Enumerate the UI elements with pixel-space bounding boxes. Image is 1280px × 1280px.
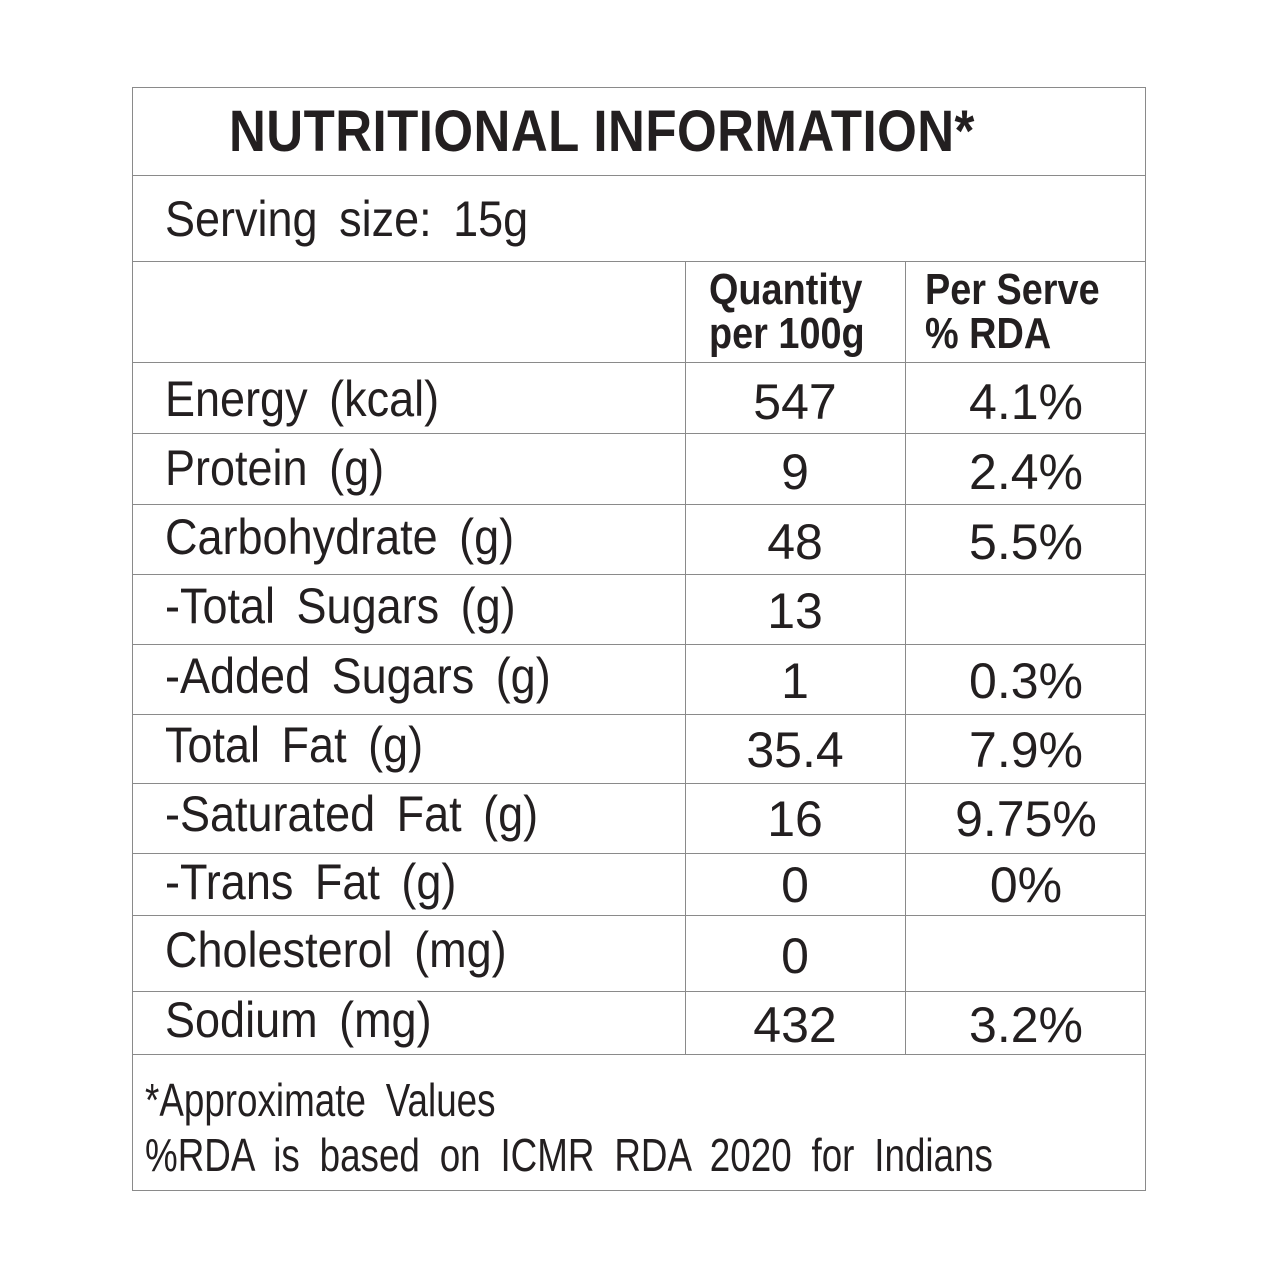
nutrient-name: Cholesterol (mg) <box>165 922 507 978</box>
nutrient-quantity: 48 <box>767 514 823 570</box>
nutrient-quantity: 0 <box>781 857 809 913</box>
nutrient-rda: 4.1% <box>969 374 1083 430</box>
nutrient-name: -Saturated Fat (g) <box>165 786 539 842</box>
nutrient-quantity: 9 <box>781 444 809 500</box>
nutrient-rda: 0.3% <box>969 653 1083 709</box>
table-row: Protein (g) 9 2.4% <box>133 434 1145 505</box>
panel-title: NUTRITIONAL INFORMATION* <box>229 99 975 164</box>
table-row: -Trans Fat (g) 0 0% <box>133 854 1145 916</box>
nutrient-quantity: 35.4 <box>746 722 844 778</box>
nutrition-panel: NUTRITIONAL INFORMATION* Serving size: 1… <box>132 87 1146 1191</box>
column-divider <box>685 262 686 1055</box>
rda-header: Per Serve % RDA <box>925 268 1100 356</box>
quantity-header-line1: Quantity <box>709 265 863 314</box>
nutrient-name: -Total Sugars (g) <box>165 578 516 634</box>
table-row: Sodium (mg) 432 3.2% <box>133 992 1145 1055</box>
quantity-header: Quantity per 100g <box>709 268 865 356</box>
nutrient-rda: 2.4% <box>969 444 1083 500</box>
nutrient-rda: 9.75% <box>955 791 1097 847</box>
nutrient-rda: 7.9% <box>969 722 1083 778</box>
column-header-row: Quantity per 100g Per Serve % RDA <box>133 262 1145 363</box>
nutrient-quantity: 13 <box>767 583 823 639</box>
table-row: Cholesterol (mg) 0 <box>133 916 1145 992</box>
table-row: Carbohydrate (g) 48 5.5% <box>133 505 1145 575</box>
nutrient-quantity: 547 <box>753 374 837 430</box>
footnotes: *Approximate Values %RDA is based on ICM… <box>133 1055 1145 1191</box>
nutrient-rda: 0% <box>989 857 1063 913</box>
rda-header-line1: Per Serve <box>925 265 1100 314</box>
quantity-header-line2: per 100g <box>709 309 865 358</box>
nutrient-quantity: 432 <box>753 997 837 1053</box>
nutrient-quantity: 16 <box>767 791 823 847</box>
serving-size: Serving size: 15g <box>165 191 529 247</box>
title-row: NUTRITIONAL INFORMATION* <box>133 88 1145 176</box>
nutrient-quantity: 0 <box>781 928 809 984</box>
nutrient-name: -Added Sugars (g) <box>165 648 551 704</box>
nutrient-name: Carbohydrate (g) <box>165 509 515 565</box>
nutrient-name: Total Fat (g) <box>165 717 424 773</box>
nutrient-rda: 5.5% <box>969 514 1083 570</box>
nutrient-name: Protein (g) <box>165 440 385 496</box>
nutrient-name: Sodium (mg) <box>165 992 432 1048</box>
table-row: -Saturated Fat (g) 16 9.75% <box>133 784 1145 854</box>
nutrient-quantity: 1 <box>781 653 809 709</box>
rda-header-line2: % RDA <box>925 309 1052 358</box>
table-row: Total Fat (g) 35.4 7.9% <box>133 715 1145 784</box>
nutrient-name: Energy (kcal) <box>165 371 440 427</box>
table-row: Energy (kcal) 547 4.1% <box>133 363 1145 434</box>
footnote-approximate: *Approximate Values <box>145 1074 496 1126</box>
serving-row: Serving size: 15g <box>133 176 1145 262</box>
nutrient-name: -Trans Fat (g) <box>165 854 457 910</box>
table-row: -Total Sugars (g) 13 <box>133 575 1145 645</box>
nutrient-rda: 3.2% <box>969 997 1083 1053</box>
footnote-rda-basis: %RDA is based on ICMR RDA 2020 for India… <box>145 1129 993 1181</box>
column-divider <box>905 262 906 1055</box>
table-row: -Added Sugars (g) 1 0.3% <box>133 645 1145 715</box>
